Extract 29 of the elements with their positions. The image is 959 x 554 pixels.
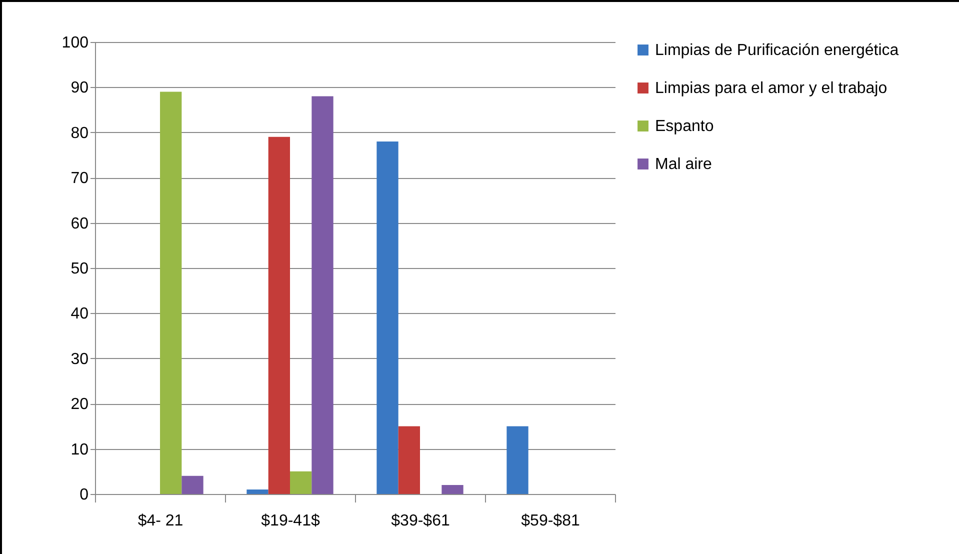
- y-tick-label: 20: [70, 396, 89, 414]
- y-tick-label: 80: [70, 124, 89, 142]
- bar: [376, 141, 398, 494]
- y-tick-label: 90: [70, 80, 89, 97]
- bar: [442, 484, 464, 494]
- bar: [160, 92, 182, 494]
- y-tick-label: 60: [70, 215, 89, 232]
- y-tick-label: 100: [62, 34, 89, 52]
- bar: [246, 489, 268, 494]
- bar: [182, 476, 204, 494]
- bar: [268, 136, 290, 494]
- legend-label: Limpias de Purificación energética: [655, 42, 899, 59]
- x-tick-label: $19-41$: [261, 512, 320, 530]
- bar: [506, 426, 528, 494]
- legend-label: Limpias para el amor y el trabajo: [655, 80, 888, 97]
- bar: [398, 426, 420, 494]
- bar: [312, 96, 334, 494]
- y-tick-label: 40: [70, 306, 89, 323]
- legend-label: Espanto: [655, 118, 714, 135]
- y-tick-label: 50: [70, 260, 89, 278]
- y-tick-label: 10: [70, 441, 89, 458]
- legend-label: Mal aire: [655, 156, 712, 173]
- y-tick-label: 0: [80, 486, 89, 504]
- x-tick-label: $59-$81: [521, 512, 580, 530]
- y-tick-label: 70: [70, 170, 89, 188]
- x-tick-label: $39-$61: [391, 512, 450, 530]
- y-tick-label: 30: [70, 350, 89, 368]
- bar: [290, 471, 312, 494]
- x-tick-label: $4- 21: [138, 512, 184, 530]
